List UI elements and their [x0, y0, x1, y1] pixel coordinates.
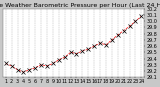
Title: Milwaukee Weather Barometric Pressure per Hour (Last 24 Hours): Milwaukee Weather Barometric Pressure pe… — [0, 3, 160, 8]
